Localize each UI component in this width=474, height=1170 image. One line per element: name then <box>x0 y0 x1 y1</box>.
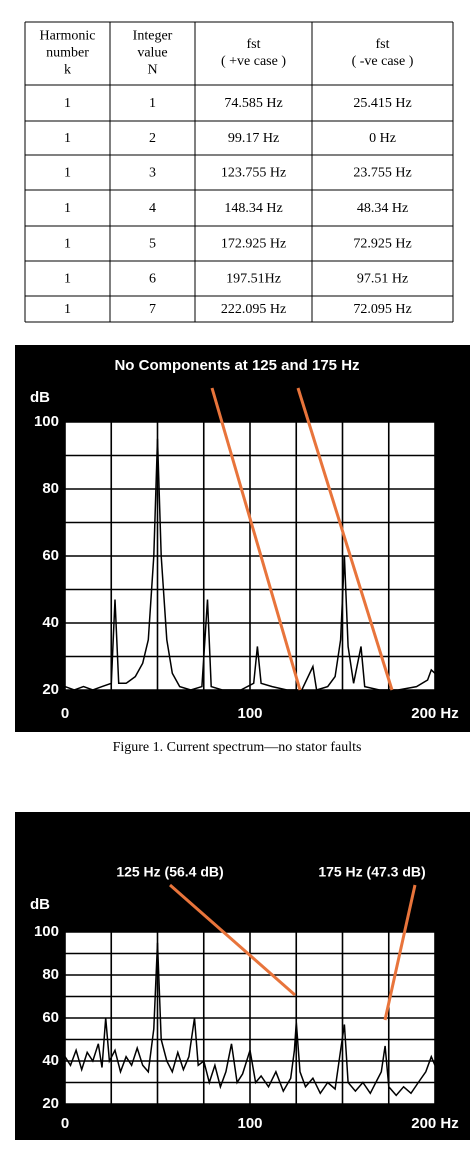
table-cell: 99.17 Hz <box>228 131 279 146</box>
table-cell: 72.925 Hz <box>353 237 411 252</box>
y-tick-label: 20 <box>42 1095 59 1112</box>
annotation-pointer <box>383 884 417 1021</box>
x-tick-label: 0 <box>61 1115 69 1132</box>
table-cell: 197.51Hz <box>226 272 281 287</box>
figure-caption: Figure 1. Current spectrum—no stator fau… <box>113 740 362 755</box>
y-tick-label: 100 <box>34 923 59 940</box>
y-tick-label: 20 <box>42 681 59 698</box>
table-cell: 7 <box>149 302 156 317</box>
y-tick-label: 60 <box>42 547 59 564</box>
table-header: ( -ve case ) <box>352 54 414 69</box>
table-cell: 5 <box>149 237 156 252</box>
annotation-pointer <box>210 387 302 691</box>
chart-title: No Components at 125 and 175 Hz <box>114 357 359 374</box>
table-cell: 1 <box>64 166 71 181</box>
table-header: fst <box>376 37 390 52</box>
table-cell: 72.095 Hz <box>353 302 411 317</box>
table-cell: 4 <box>149 201 156 216</box>
table-header: fst <box>247 37 261 52</box>
table-cell: 3 <box>149 166 156 181</box>
x-tick-label: 0 <box>61 705 69 722</box>
y-tick-label: 80 <box>42 966 59 983</box>
table-cell: 1 <box>64 201 71 216</box>
table-header: Harmonic <box>40 29 96 44</box>
table-header: value <box>137 46 167 61</box>
x-tick-label: 100 <box>237 1115 262 1132</box>
table-header: Integer <box>133 29 173 44</box>
table-cell: 2 <box>149 131 156 146</box>
annotation-pointer <box>296 387 394 691</box>
table-cell: 74.585 Hz <box>224 96 282 111</box>
table-cell: 23.755 Hz <box>353 166 411 181</box>
table-cell: 6 <box>149 272 156 287</box>
y-axis-label: dB <box>30 896 50 913</box>
y-tick-label: 40 <box>42 614 59 631</box>
annotation: 125 Hz (56.4 dB) <box>116 864 223 880</box>
table-cell: 48.34 Hz <box>357 201 408 216</box>
y-tick-label: 60 <box>42 1009 59 1026</box>
table-cell: 1 <box>64 131 71 146</box>
x-tick-label: 200 Hz <box>411 705 459 722</box>
table-header: k <box>64 63 71 78</box>
spectrum-line <box>64 942 436 1097</box>
table-cell: 1 <box>64 237 71 252</box>
table-cell: 1 <box>149 96 156 111</box>
annotation-pointer <box>169 883 296 997</box>
table-cell: 123.755 Hz <box>221 166 286 181</box>
table-header: ( +ve case ) <box>221 54 286 69</box>
table-cell: 1 <box>64 96 71 111</box>
table-cell: 172.925 Hz <box>221 237 286 252</box>
y-tick-label: 40 <box>42 1052 59 1069</box>
table-cell: 0 Hz <box>369 131 396 146</box>
annotation: 175 Hz (47.3 dB) <box>318 864 425 880</box>
table-cell: 25.415 Hz <box>353 96 411 111</box>
table-header: N <box>147 63 157 78</box>
x-tick-label: 100 <box>237 705 262 722</box>
table-header: number <box>46 46 89 61</box>
table-cell: 1 <box>64 302 71 317</box>
x-tick-label: 200 Hz <box>411 1115 459 1132</box>
y-tick-label: 100 <box>34 413 59 430</box>
y-axis-label: dB <box>30 389 50 406</box>
table-cell: 148.34 Hz <box>224 201 282 216</box>
table-cell: 222.095 Hz <box>221 302 286 317</box>
spectrum-line <box>64 438 436 691</box>
table-cell: 97.51 Hz <box>357 272 408 287</box>
y-tick-label: 80 <box>42 480 59 497</box>
table-cell: 1 <box>64 272 71 287</box>
